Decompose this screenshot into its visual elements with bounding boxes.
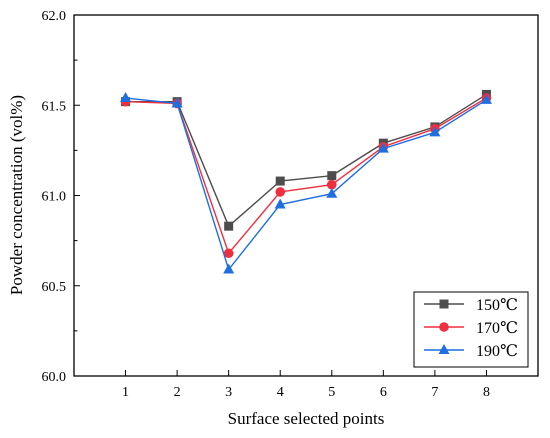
series-line [125,93,487,228]
series-triangle [120,92,492,274]
x-tick-label: 5 [328,385,335,400]
series-layer [120,89,492,274]
data-point [377,142,389,153]
y-tick-label: 61.5 [42,99,67,114]
legend-item: 150℃ [424,297,518,314]
y-tick-label: 60.5 [42,280,67,295]
data-point [223,263,235,274]
x-tick-label: 3 [225,385,232,400]
y-tick-label: 60.0 [42,370,67,385]
series-square [121,89,491,231]
legend: 150℃ 170℃ 190℃ [413,291,529,368]
x-tick-label: 7 [431,385,438,400]
legend-marker [439,322,449,332]
y-axis-label: Powder concentration (vol%) [7,95,26,295]
data-point [326,179,337,190]
y-axis: 60.0 60.5 61.0 61.5 62.0 [42,9,80,385]
x-tick-label: 6 [380,385,387,400]
data-point [429,126,441,137]
data-point [274,198,286,209]
data-point [224,221,234,231]
legend-marker [439,299,449,309]
legend-item: 190℃ [424,343,518,360]
x-axis: 1 2 3 4 5 6 7 8 [122,370,490,400]
series-line [125,97,487,271]
data-point [326,187,338,198]
x-tick-label: 4 [277,385,284,400]
x-axis-label: Surface selected points [228,409,385,428]
y-tick-label: 62.0 [42,9,67,24]
legend-label: 150℃ [476,297,518,314]
series-line [125,97,487,255]
data-point [223,248,234,259]
series-circle [120,93,492,259]
y-tick-label: 61.0 [42,190,67,205]
legend-marker [438,344,450,354]
legend-label: 170℃ [476,320,518,337]
x-tick-label: 2 [174,385,181,400]
data-point [120,92,132,103]
legend-label: 190℃ [476,343,518,360]
data-point [275,187,286,197]
data-point [480,93,492,104]
x-tick-label: 8 [483,385,490,400]
data-point [171,97,183,108]
data-point [327,171,337,181]
data-point [275,176,285,186]
legend-item: 170℃ [424,320,518,337]
x-tick-label: 1 [122,385,129,400]
